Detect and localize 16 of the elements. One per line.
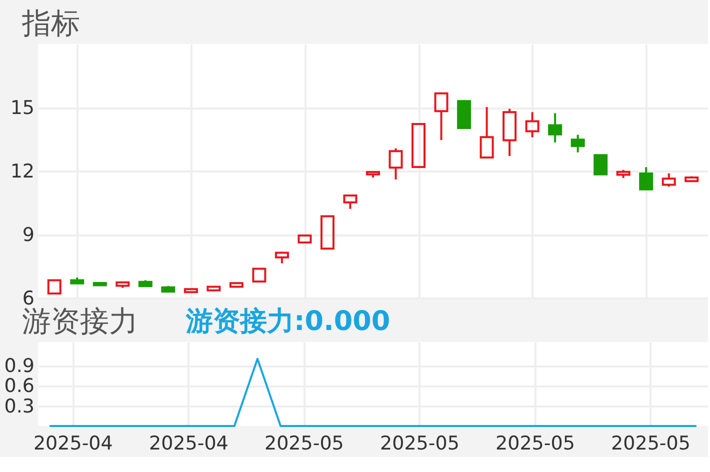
chart-title: 指标 <box>21 6 80 40</box>
chart-title: 游资接力 <box>22 304 138 338</box>
y-tick-label: 12 <box>10 160 34 182</box>
x-tick-label: 2025-05 <box>611 432 690 454</box>
x-tick-label: 2025-05 <box>496 432 575 454</box>
x-tick-label: 2025-04 <box>148 432 228 454</box>
y-tick-label: 15 <box>10 97 34 119</box>
chart-subtitle: 游资接力:0.000 <box>185 306 390 337</box>
x-tick-label: 2025-05 <box>380 432 460 454</box>
x-tick-label: 2025-05 <box>264 432 344 454</box>
y-tick-label: 0.3 <box>4 395 34 418</box>
x-tick-label: 2025-04 <box>33 432 113 454</box>
y-tick-label: 0.6 <box>4 375 34 398</box>
candlestick <box>525 111 540 138</box>
y-tick-label: 0.9 <box>4 355 34 378</box>
y-tick-label: 9 <box>22 224 34 246</box>
